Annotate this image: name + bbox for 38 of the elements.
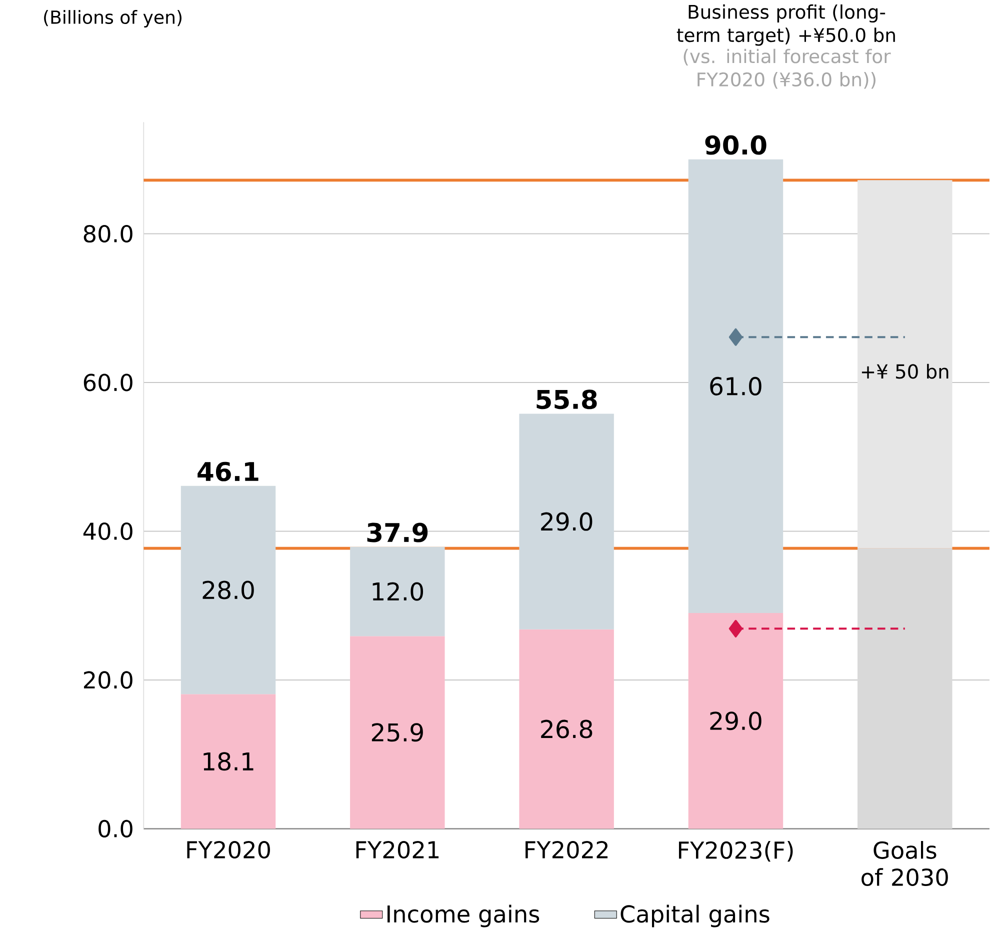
bar xyxy=(350,546,445,636)
annotation: +¥ 50 bn xyxy=(862,364,948,379)
total-label: 55.8 xyxy=(536,390,597,410)
bar xyxy=(688,613,784,829)
x-tick-label: FY2020 xyxy=(187,841,270,859)
bar xyxy=(180,486,276,694)
data-label: 12.0 xyxy=(372,582,424,601)
y-tick-label: 40.0 xyxy=(83,522,132,540)
y-tick-label: 60.0 xyxy=(84,374,132,392)
bar xyxy=(519,629,614,829)
bar xyxy=(858,548,952,829)
data-label: 18.1 xyxy=(204,752,254,771)
legend-label: Income gains xyxy=(388,904,540,928)
y-tick-label: 20.0 xyxy=(84,671,132,689)
total-label: 37.9 xyxy=(367,522,428,542)
total-label: 46.1 xyxy=(198,462,258,482)
data-label: 61.0 xyxy=(710,377,762,396)
x-tick-label: FY2023(F) xyxy=(678,841,793,862)
text: (vs. initial forecast for FY2020 (¥36.0 bn)) xyxy=(684,48,891,89)
data-label: 28.0 xyxy=(202,580,254,600)
bar xyxy=(350,636,445,829)
bar xyxy=(180,694,276,829)
data-label: 29.0 xyxy=(710,712,762,730)
data-label: 25.9 xyxy=(372,723,423,742)
data-label: 26.8 xyxy=(541,720,592,738)
text: Business profit (long-term target) +¥50.0 bn xyxy=(676,4,895,46)
x-tick-label: Goals of 2030 xyxy=(862,841,948,886)
total-label: 90.0 xyxy=(705,135,766,155)
text: (Billions of yen) xyxy=(44,10,182,28)
x-tick-label: FY2021 xyxy=(356,841,439,859)
legend-label: Capital gains xyxy=(620,904,770,928)
y-tick-label: 80.0 xyxy=(84,225,132,243)
bar xyxy=(858,180,952,548)
bar xyxy=(519,414,614,630)
data-label: 29.0 xyxy=(541,512,592,531)
bar xyxy=(688,159,784,614)
x-tick-label: FY2022 xyxy=(526,841,608,859)
y-tick-label: 0.0 xyxy=(98,820,132,838)
